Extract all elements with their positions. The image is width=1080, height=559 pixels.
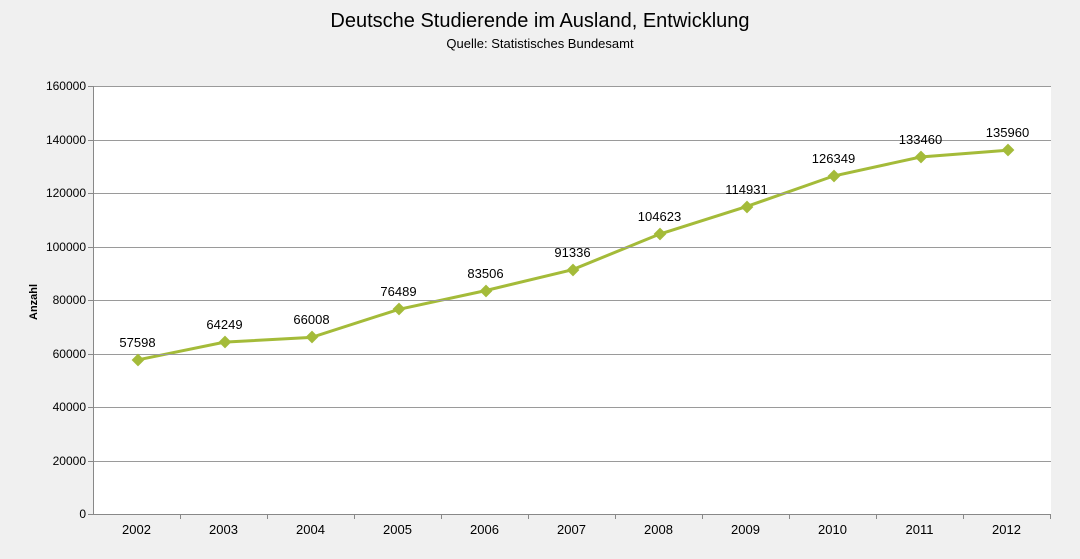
x-tick-mark bbox=[1050, 514, 1051, 519]
data-label: 57598 bbox=[119, 335, 155, 350]
chart-title-text: Deutsche Studierende im Ausland, Entwick… bbox=[330, 10, 749, 32]
chart-subtitle: Quelle: Statistisches Bundesamt bbox=[0, 36, 1080, 51]
chart-canvas: Deutsche Studierende im Ausland, Entwick… bbox=[0, 0, 1080, 559]
y-tick-mark bbox=[88, 193, 93, 194]
y-tick-mark bbox=[88, 354, 93, 355]
chart-title: Deutsche Studierende im Ausland, Entwick… bbox=[0, 10, 1080, 33]
x-tick-label: 2011 bbox=[906, 522, 934, 537]
x-tick-mark bbox=[528, 514, 529, 519]
x-tick-mark bbox=[180, 514, 181, 519]
data-label: 135960 bbox=[986, 125, 1029, 140]
data-label: 64249 bbox=[206, 317, 242, 332]
x-tick-label: 2005 bbox=[383, 522, 412, 537]
y-tick-label: 20000 bbox=[38, 454, 86, 468]
data-label: 83506 bbox=[467, 266, 503, 281]
y-tick-label: 120000 bbox=[38, 186, 86, 200]
x-tick-mark bbox=[963, 514, 964, 519]
y-tick-label: 100000 bbox=[38, 240, 86, 254]
data-label: 104623 bbox=[638, 209, 681, 224]
y-tick-mark bbox=[88, 300, 93, 301]
gridline bbox=[94, 300, 1051, 301]
y-tick-label: 40000 bbox=[38, 400, 86, 414]
gridline bbox=[94, 407, 1051, 408]
y-tick-label: 0 bbox=[38, 507, 86, 521]
y-tick-mark bbox=[88, 140, 93, 141]
x-tick-mark bbox=[615, 514, 616, 519]
gridline bbox=[94, 86, 1051, 87]
data-label: 76489 bbox=[380, 284, 416, 299]
data-label: 114931 bbox=[725, 182, 767, 197]
plot-area: 57598 64249 66008 76489 83506 91336 104623 1149… bbox=[93, 86, 1051, 515]
x-tick-label: 2007 bbox=[557, 522, 586, 537]
x-tick-mark bbox=[876, 514, 877, 519]
x-tick-label: 2003 bbox=[209, 522, 238, 537]
data-label: 126349 bbox=[812, 151, 855, 166]
x-tick-label: 2002 bbox=[122, 522, 151, 537]
y-tick-label: 140000 bbox=[38, 133, 86, 147]
data-label: 91336 bbox=[554, 245, 590, 260]
x-tick-mark bbox=[354, 514, 355, 519]
y-tick-mark bbox=[88, 461, 93, 462]
gridline bbox=[94, 354, 1051, 355]
y-tick-mark bbox=[88, 514, 93, 515]
data-label: 133460 bbox=[899, 132, 942, 147]
y-tick-label: 160000 bbox=[38, 79, 86, 93]
x-tick-label: 2012 bbox=[992, 522, 1021, 537]
x-tick-mark bbox=[789, 514, 790, 519]
x-tick-mark bbox=[441, 514, 442, 519]
gridline bbox=[94, 461, 1051, 462]
chart-subtitle-text: Quelle: Statistisches Bundesamt bbox=[446, 36, 633, 51]
x-tick-mark bbox=[702, 514, 703, 519]
data-label: 66008 bbox=[293, 312, 329, 327]
x-tick-label: 2006 bbox=[470, 522, 499, 537]
y-tick-label: 60000 bbox=[38, 347, 86, 361]
y-tick-mark bbox=[88, 407, 93, 408]
x-tick-label: 2008 bbox=[644, 522, 673, 537]
x-tick-label: 2009 bbox=[731, 522, 760, 537]
x-tick-mark bbox=[267, 514, 268, 519]
y-tick-mark bbox=[88, 247, 93, 248]
x-tick-label: 2004 bbox=[296, 522, 325, 537]
x-tick-label: 2010 bbox=[818, 522, 847, 537]
gridline bbox=[94, 193, 1051, 194]
y-tick-label: 80000 bbox=[38, 293, 86, 307]
y-tick-mark bbox=[88, 86, 93, 87]
